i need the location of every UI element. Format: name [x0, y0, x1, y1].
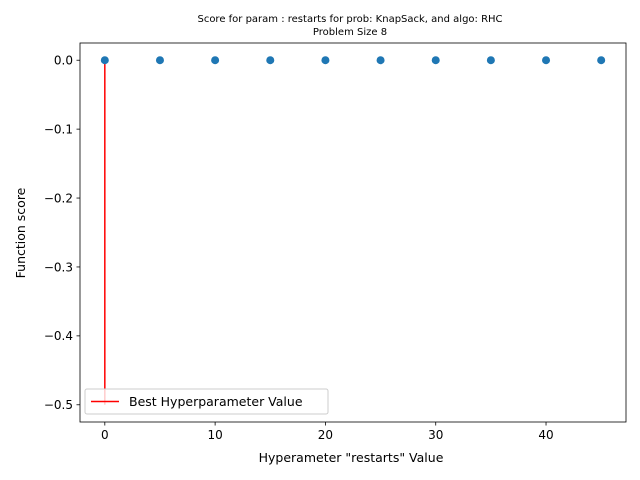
x-tick-label: 10 — [207, 428, 222, 442]
data-marks — [100, 56, 606, 405]
x-tick-label: 0 — [101, 428, 109, 442]
scatter-point — [155, 56, 164, 65]
plot-frame — [79, 42, 627, 423]
scatter-point — [597, 56, 606, 65]
scatter-point — [376, 56, 385, 65]
x-tick-label: 20 — [318, 428, 333, 442]
y-tick-label: −0.3 — [44, 260, 73, 274]
y-tick-label: 0.0 — [54, 54, 73, 68]
x-tick-label: 30 — [428, 428, 443, 442]
y-tick-label: −0.2 — [44, 191, 73, 205]
legend-box — [84, 388, 329, 415]
x-axis-label: Hyperameter "restarts" Value — [259, 450, 444, 465]
chart-subtitle: Problem Size 8 — [313, 27, 387, 38]
scatter-point — [211, 56, 220, 65]
y-axis: 0.0 −0.1 −0.2 −0.3 −0.4 −0.5 — [44, 54, 80, 412]
scatter-point — [100, 56, 109, 65]
scatter-point — [321, 56, 330, 65]
y-axis-label: Function score — [13, 187, 28, 278]
scatter-point — [542, 56, 551, 65]
scatter-point — [266, 56, 275, 65]
scatter-point — [431, 56, 440, 65]
y-tick-label: −0.1 — [44, 122, 73, 136]
x-tick-label: 40 — [538, 428, 553, 442]
chart-title: Score for param : restarts for prob: Kna… — [197, 14, 502, 25]
x-axis: 0 10 20 30 40 — [101, 422, 554, 442]
plot-area — [79, 42, 627, 423]
y-tick-label: −0.5 — [44, 398, 73, 412]
legend: Best Hyperparameter Value — [84, 388, 329, 415]
y-tick-label: −0.4 — [44, 329, 73, 343]
scatter-point — [486, 56, 495, 65]
legend-entry-best-hyperparameter: Best Hyperparameter Value — [129, 394, 303, 409]
